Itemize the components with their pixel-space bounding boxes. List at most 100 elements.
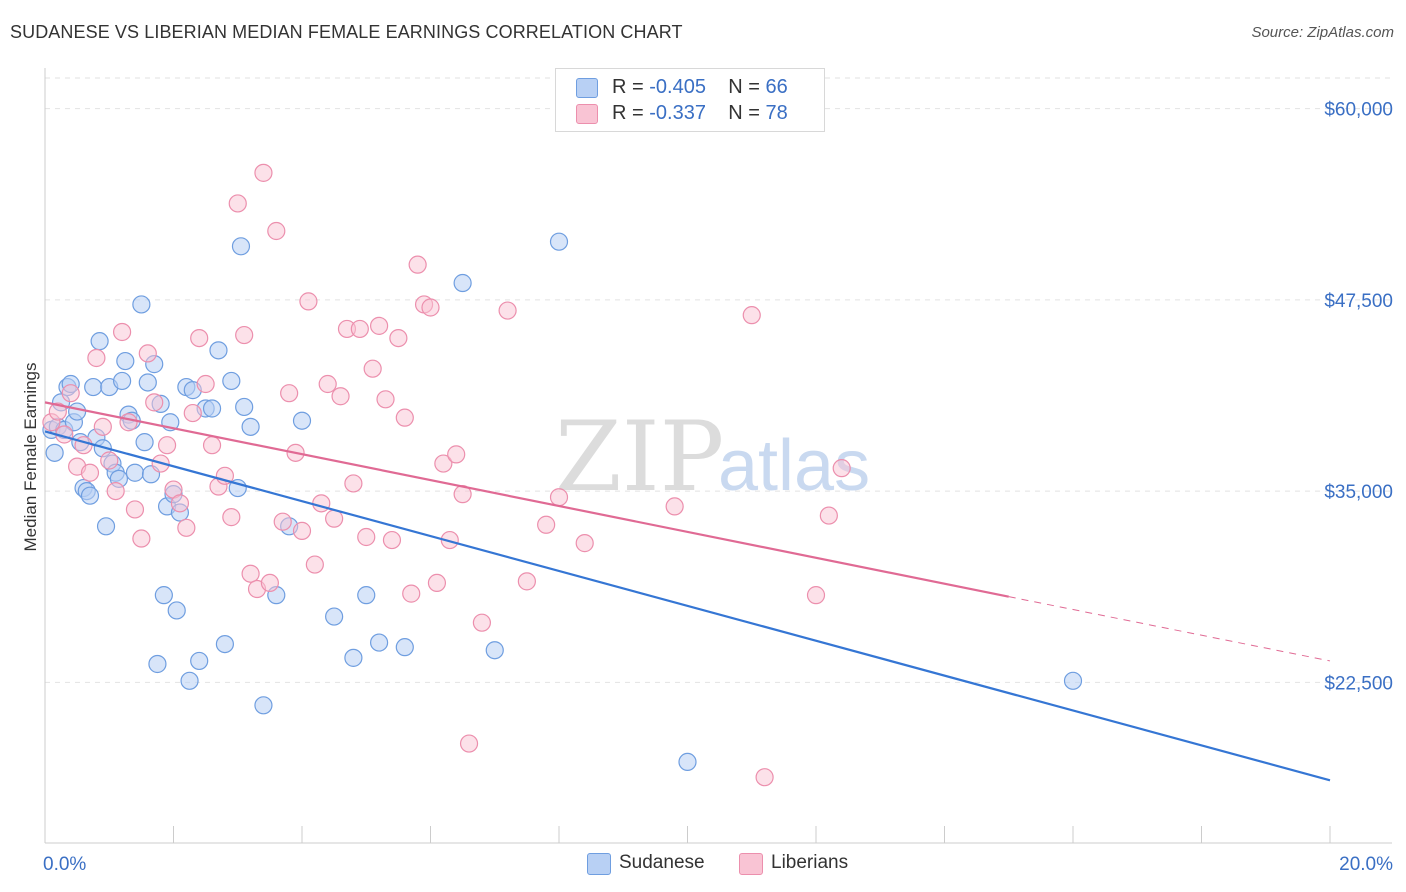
liberians-point xyxy=(459,734,479,753)
liberians-point xyxy=(325,509,344,528)
legend-swatch-liberians xyxy=(576,104,598,124)
liberians-point xyxy=(299,292,318,311)
liberians-points xyxy=(42,163,851,787)
liberians-point xyxy=(350,319,369,339)
sudanese-point xyxy=(215,634,234,654)
legend-swatch-sudanese xyxy=(576,78,598,98)
sudanese-point xyxy=(96,517,116,536)
legend-n-label: N = xyxy=(728,76,760,98)
liberians-point xyxy=(402,584,421,603)
y-tick-label: $22,500 xyxy=(1324,673,1393,694)
liberians-point xyxy=(665,497,684,516)
liberians-point xyxy=(196,374,215,394)
liberians-point xyxy=(190,329,209,348)
sudanese-point xyxy=(292,411,312,430)
liberians-point xyxy=(472,613,491,632)
sudanese-point xyxy=(678,752,697,772)
liberians-point xyxy=(228,194,247,213)
liberians-point xyxy=(318,374,337,394)
sudanese-trend-line xyxy=(44,430,1331,782)
liberians-point xyxy=(93,417,112,436)
sudanese-point xyxy=(325,607,344,626)
legend-r-value-sudanese: -0.405 xyxy=(649,76,706,98)
liberians-point xyxy=(222,508,241,527)
sudanese-point xyxy=(1063,671,1083,690)
liberians-point xyxy=(267,221,286,241)
sudanese-point xyxy=(485,641,504,660)
liberians-point xyxy=(575,534,594,553)
sudanese-point xyxy=(222,371,241,391)
liberians-point xyxy=(119,413,138,432)
liberians-point xyxy=(177,518,196,537)
sudanese-point xyxy=(135,433,154,452)
liberians-point xyxy=(80,463,100,482)
watermark: ZIP atlas xyxy=(555,401,870,513)
liberians-point xyxy=(87,348,106,368)
liberians-point xyxy=(447,445,466,464)
sudanese-point xyxy=(370,633,389,652)
sudanese-point xyxy=(190,651,209,671)
series-name-liberians: Liberians xyxy=(771,852,849,873)
sudanese-point xyxy=(202,399,222,418)
liberians-point xyxy=(806,586,826,605)
sudanese-point xyxy=(138,373,157,392)
sudanese-point xyxy=(235,397,254,417)
stats-legend: R = -0.405 N = 66 R = -0.337 N = 78 xyxy=(555,68,825,132)
liberians-point xyxy=(755,768,774,787)
liberians-point xyxy=(421,298,440,317)
liberians-point xyxy=(48,402,67,421)
liberians-point xyxy=(292,521,312,540)
liberians-point xyxy=(434,454,453,473)
liberians-point xyxy=(331,387,350,406)
liberians-trend-line xyxy=(44,401,1009,598)
sudanese-point xyxy=(209,341,228,360)
liberians-point xyxy=(273,512,292,531)
sudanese-point xyxy=(148,654,167,674)
liberians-point xyxy=(370,316,389,335)
liberians-point xyxy=(819,506,838,525)
sudanese-point xyxy=(180,671,199,690)
sudanese-point xyxy=(84,377,103,397)
liberians-point xyxy=(241,564,260,583)
liberians-point xyxy=(517,572,536,591)
liberians-point xyxy=(427,573,447,593)
sudanese-point xyxy=(45,443,64,462)
liberians-point xyxy=(280,384,299,403)
sudanese-point xyxy=(549,232,569,251)
liberians-point xyxy=(170,494,190,513)
sudanese-point xyxy=(167,601,186,620)
sudanese-point xyxy=(132,295,151,314)
series-swatch-sudanese xyxy=(587,853,611,875)
series-swatch-liberians xyxy=(739,853,763,875)
liberians-point xyxy=(138,344,157,363)
liberians-point xyxy=(742,306,761,325)
sudanese-point xyxy=(344,648,363,667)
sudanese-point xyxy=(112,371,132,391)
sudanese-point xyxy=(80,486,100,505)
liberians-point xyxy=(112,322,132,342)
liberians-trend-extension xyxy=(1008,596,1331,662)
tick-labels: $22,500 $35,000 $47,500 $60,000 0.0% 20.0% xyxy=(43,100,1393,875)
legend-r-label: R = xyxy=(612,102,644,124)
y-tick-label: $35,000 xyxy=(1324,482,1393,503)
sudanese-point xyxy=(357,586,376,605)
x-tick-label-min: 0.0% xyxy=(43,854,86,875)
liberians-point xyxy=(106,482,125,501)
watermark-zip: ZIP xyxy=(555,401,724,513)
y-tick-label: $47,500 xyxy=(1324,291,1393,312)
sudanese-point xyxy=(453,273,472,293)
liberians-point xyxy=(408,255,427,274)
legend-n-label: N = xyxy=(728,102,760,124)
sudanese-point xyxy=(68,402,87,421)
liberians-point xyxy=(305,555,324,574)
source-label: Source: ZipAtlas.com xyxy=(1251,24,1394,41)
sudanese-point xyxy=(116,351,135,371)
liberians-point xyxy=(312,494,331,513)
trend-lines xyxy=(44,401,1331,782)
liberians-point xyxy=(260,573,279,593)
legend-r-label: R = xyxy=(612,76,644,98)
liberians-point xyxy=(235,325,254,345)
sudanese-point xyxy=(90,332,109,351)
sudanese-point xyxy=(231,237,251,256)
